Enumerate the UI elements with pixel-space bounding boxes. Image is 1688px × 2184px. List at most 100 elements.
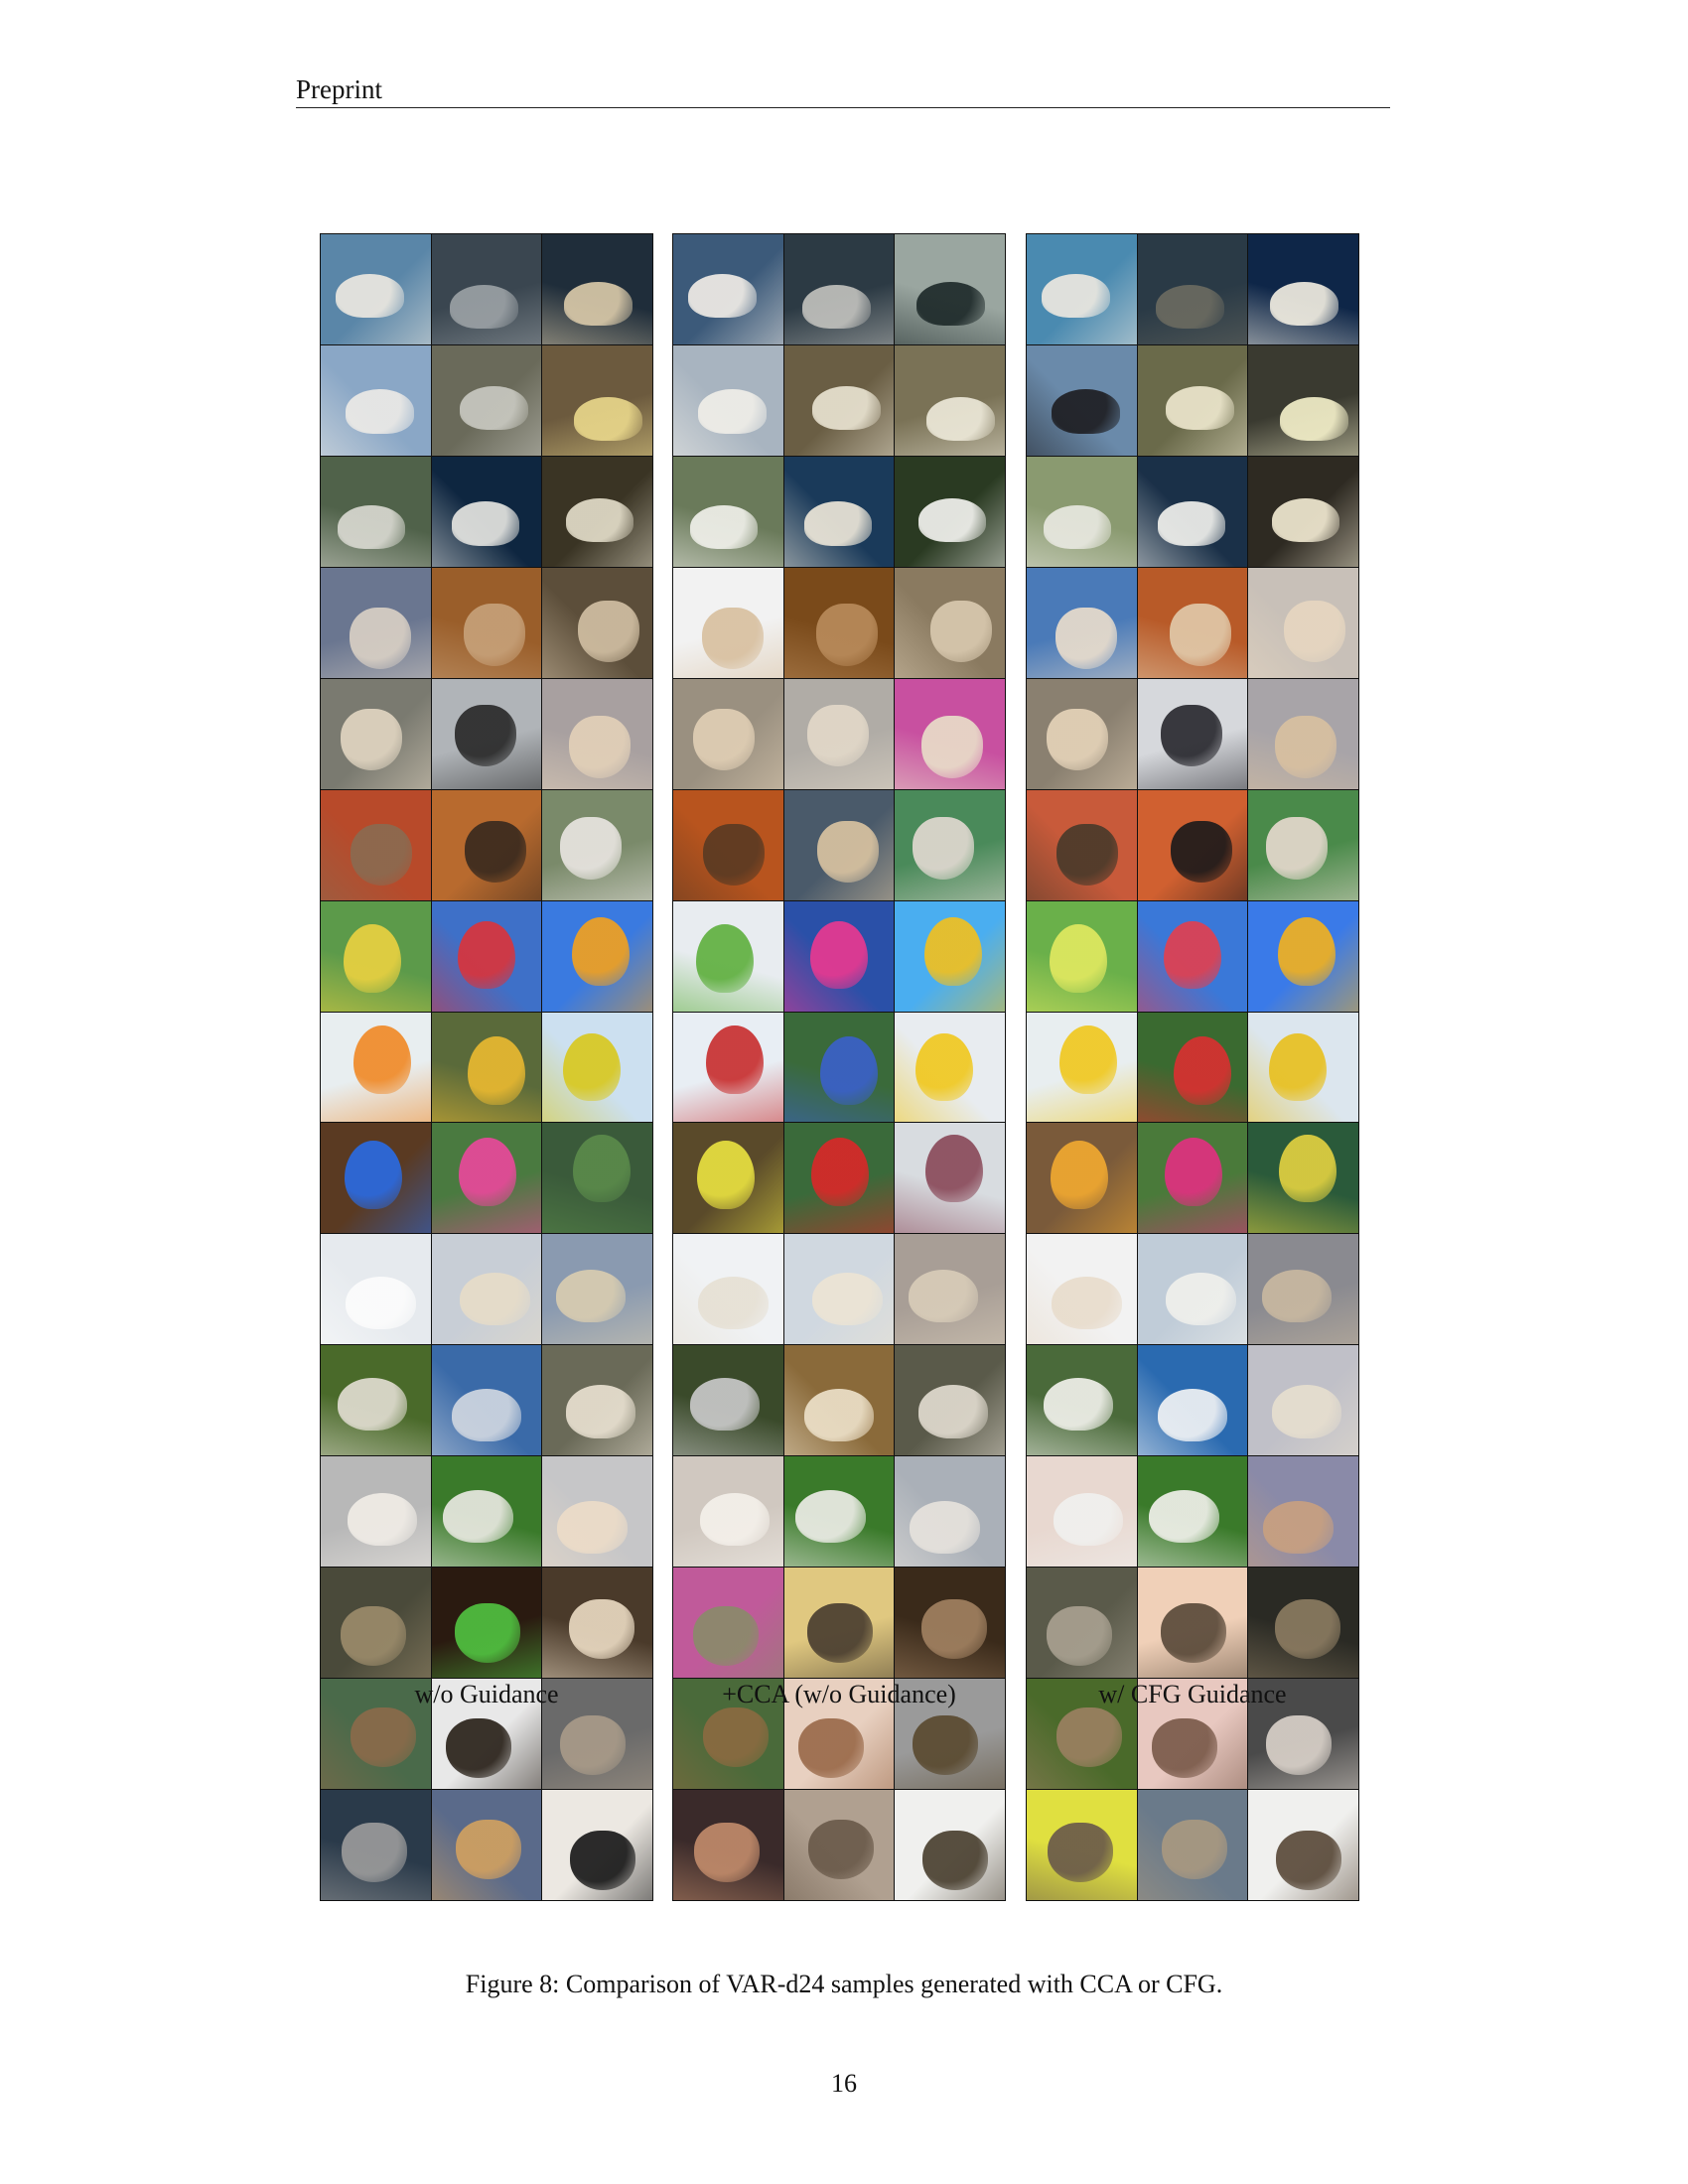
sample-image-white-wolf [895, 1345, 1005, 1456]
sample-image-albatross [783, 344, 895, 456]
subject-silhouette [577, 601, 639, 663]
sample-image-hot-air-balloon [431, 900, 542, 1012]
sample-image-tabby-cat [1137, 1679, 1248, 1790]
subject-silhouette [924, 917, 982, 987]
subject-silhouette [564, 281, 633, 327]
page-number: 16 [831, 2069, 857, 2098]
subject-silhouette [1055, 1706, 1123, 1767]
sample-image-siamese-cat [783, 567, 895, 678]
subject-silhouette [1148, 1489, 1219, 1543]
subject-silhouette [346, 389, 415, 434]
subject-silhouette [802, 285, 872, 330]
sample-image-albatross [1137, 344, 1248, 456]
subject-silhouette [340, 708, 402, 770]
sample-image-siamese-cat [673, 789, 783, 900]
sample-image-siamese-cat [1137, 678, 1248, 789]
sample-image-tabby-cat [431, 1790, 542, 1900]
subject-silhouette [1274, 1599, 1341, 1660]
sample-image-hot-air-balloon [542, 1012, 652, 1123]
sample-image-tabby-cat [321, 1790, 431, 1900]
sample-image-tabby-cat [1248, 1790, 1358, 1900]
sample-image-albatross [321, 456, 431, 567]
sample-image-albatross [673, 234, 783, 344]
subject-silhouette [353, 1024, 411, 1094]
sample-image-albatross [895, 234, 1005, 344]
subject-silhouette [1278, 917, 1336, 987]
subject-silhouette [812, 1273, 884, 1326]
subject-silhouette [1262, 1500, 1334, 1554]
subject-silhouette [1152, 1718, 1218, 1778]
subject-silhouette [688, 273, 758, 319]
sample-image-white-wolf [321, 1456, 431, 1568]
subject-silhouette [1266, 1714, 1333, 1775]
sample-image-white-wolf [673, 1345, 783, 1456]
sample-image-hot-air-balloon [431, 1123, 542, 1234]
sample-image-albatross [542, 234, 652, 344]
subject-silhouette [698, 1276, 770, 1329]
subject-silhouette [460, 1273, 531, 1326]
sample-image-white-wolf [1027, 1456, 1137, 1568]
sample-image-white-wolf [321, 1234, 431, 1345]
subject-silhouette [1043, 504, 1112, 550]
subject-silhouette [803, 501, 873, 546]
subject-silhouette [572, 917, 630, 987]
image-grid [320, 233, 653, 1901]
sample-image-albatross [1248, 234, 1358, 344]
subject-silhouette [810, 920, 868, 990]
sample-image-hot-air-balloon [895, 1123, 1005, 1234]
subject-silhouette [920, 716, 983, 778]
subject-silhouette [917, 1385, 989, 1438]
sample-image-hot-air-balloon [673, 1012, 783, 1123]
sample-image-white-wolf [783, 1345, 895, 1456]
subject-silhouette [336, 273, 405, 319]
sample-image-tabby-cat [1248, 1568, 1358, 1679]
subject-silhouette [696, 923, 754, 993]
sample-image-white-wolf [542, 1345, 652, 1456]
subject-silhouette [920, 1599, 988, 1660]
sample-image-albatross [1027, 234, 1137, 344]
sample-image-white-wolf [431, 1456, 542, 1568]
subject-silhouette [563, 1032, 621, 1102]
subject-silhouette [925, 1134, 983, 1203]
subject-silhouette [702, 1706, 770, 1767]
subject-silhouette [1269, 1032, 1327, 1102]
sample-image-white-wolf [783, 1456, 895, 1568]
subject-silhouette [574, 397, 642, 442]
subject-silhouette [456, 1820, 522, 1879]
subject-silhouette [350, 824, 412, 887]
sample-image-tabby-cat [895, 1679, 1005, 1790]
panel-cca [672, 233, 1006, 1901]
subject-silhouette [1162, 1820, 1228, 1879]
subject-silhouette [560, 817, 622, 880]
panel-without-guidance [320, 233, 653, 1901]
subject-silhouette [451, 1388, 522, 1441]
subject-silhouette [1165, 1137, 1222, 1206]
sample-image-hot-air-balloon [783, 900, 895, 1012]
subject-silhouette [442, 1489, 513, 1543]
sample-image-white-wolf [895, 1234, 1005, 1345]
subject-silhouette [568, 716, 631, 778]
subject-silhouette [468, 1035, 525, 1105]
subject-silhouette [815, 604, 878, 666]
sample-image-tabby-cat [1137, 1568, 1248, 1679]
subject-silhouette [1169, 604, 1231, 666]
panel-cfg [1026, 233, 1359, 1901]
sample-image-tabby-cat [783, 1679, 895, 1790]
subject-silhouette [454, 705, 516, 767]
sample-image-tabby-cat [1027, 1568, 1137, 1679]
sample-image-tabby-cat [542, 1568, 652, 1679]
sample-image-hot-air-balloon [895, 1012, 1005, 1123]
sample-image-albatross [431, 234, 542, 344]
image-grid [672, 233, 1006, 1901]
sample-image-siamese-cat [673, 678, 783, 789]
sample-image-white-wolf [321, 1345, 431, 1456]
subject-silhouette [565, 1385, 636, 1438]
subject-silhouette [1059, 1024, 1117, 1094]
subject-silhouette [459, 1137, 516, 1206]
subject-silhouette [1053, 1492, 1124, 1547]
subject-silhouette [702, 824, 765, 887]
subject-silhouette [573, 1134, 631, 1203]
subject-silhouette [1156, 285, 1225, 330]
subject-silhouette [1051, 1141, 1108, 1209]
sample-image-siamese-cat [542, 789, 652, 900]
